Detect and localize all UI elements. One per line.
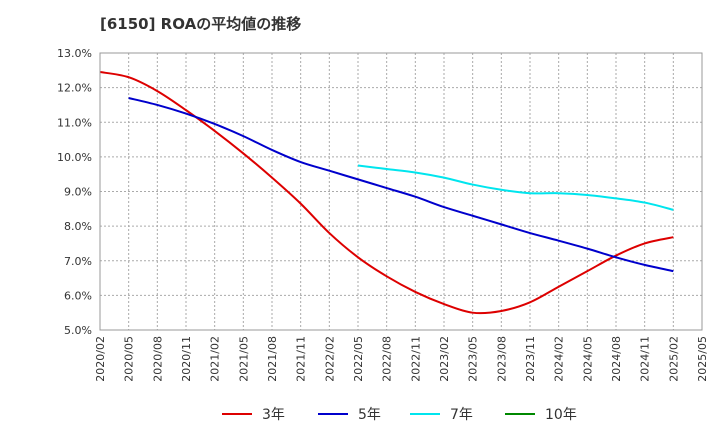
y-tick-label: 8.0% bbox=[64, 220, 92, 233]
y-tick-label: 9.0% bbox=[64, 186, 92, 199]
x-tick-label: 2023/02 bbox=[438, 336, 451, 382]
x-tick-label: 2020/11 bbox=[180, 336, 193, 382]
x-tick-label: 2020/08 bbox=[151, 336, 164, 382]
legend-swatch-5y bbox=[318, 413, 348, 415]
y-tick-label: 13.0% bbox=[57, 47, 92, 60]
x-tick-label: 2020/05 bbox=[123, 336, 136, 382]
legend-item-5y: 5年 bbox=[318, 402, 381, 426]
legend-swatch-10y bbox=[505, 413, 535, 415]
x-tick-label: 2024/08 bbox=[610, 336, 623, 382]
x-tick-label: 2024/11 bbox=[639, 336, 652, 382]
x-tick-label: 2025/05 bbox=[696, 336, 709, 382]
x-tick-label: 2022/11 bbox=[409, 336, 422, 382]
y-tick-label: 5.0% bbox=[64, 324, 92, 337]
y-tick-label: 11.0% bbox=[57, 116, 92, 129]
legend-label-10y: 10年 bbox=[545, 407, 577, 423]
legend-item-10y: 10年 bbox=[505, 402, 577, 426]
x-tick-label: 2024/05 bbox=[581, 336, 594, 382]
x-tick-label: 2022/05 bbox=[352, 336, 365, 382]
x-tick-label: 2021/11 bbox=[295, 336, 308, 382]
y-tick-label: 7.0% bbox=[64, 255, 92, 268]
y-tick-label: 12.0% bbox=[57, 82, 92, 95]
x-tick-label: 2025/02 bbox=[667, 336, 680, 382]
x-tick-label: 2023/08 bbox=[495, 336, 508, 382]
series-line-1 bbox=[128, 97, 674, 273]
legend-label-7y: 7年 bbox=[450, 407, 473, 423]
x-tick-label: 2020/02 bbox=[94, 336, 107, 382]
x-tick-label: 2021/08 bbox=[266, 336, 279, 382]
legend-swatch-3y bbox=[222, 413, 252, 415]
legend: 3年 5年 7年 10年 bbox=[0, 402, 720, 426]
x-tick-label: 2024/02 bbox=[553, 336, 566, 382]
series-lines bbox=[99, 71, 674, 315]
x-tick-label: 2021/02 bbox=[209, 336, 222, 382]
series-line-0 bbox=[99, 71, 674, 315]
legend-label-3y: 3年 bbox=[262, 407, 285, 423]
x-tick-label: 2023/11 bbox=[524, 336, 537, 382]
x-tick-label: 2022/02 bbox=[323, 336, 336, 382]
y-axis-ticks: 5.0% 6.0% 7.0% 8.0% 9.0% 10.0% 11.0% 12.0% 13.0% bbox=[57, 47, 92, 337]
series-line-2 bbox=[357, 164, 674, 211]
legend-swatch-7y bbox=[410, 413, 440, 415]
x-axis-ticks: 2020/02 2020/05 2020/08 2020/11 2021/02 2021/… bbox=[94, 336, 709, 382]
x-tick-label: 2021/05 bbox=[237, 336, 250, 382]
y-tick-label: 6.0% bbox=[64, 289, 92, 302]
x-tick-label: 2022/08 bbox=[381, 336, 394, 382]
legend-item-3y: 3年 bbox=[222, 402, 285, 426]
chart-title: [6150] ROAの平均値の推移 bbox=[100, 15, 302, 33]
legend-label-5y: 5年 bbox=[358, 407, 381, 423]
legend-item-7y: 7年 bbox=[410, 402, 473, 426]
y-tick-label: 10.0% bbox=[57, 151, 92, 164]
x-tick-label: 2023/05 bbox=[467, 336, 480, 382]
plot-area-frame bbox=[99, 52, 703, 331]
